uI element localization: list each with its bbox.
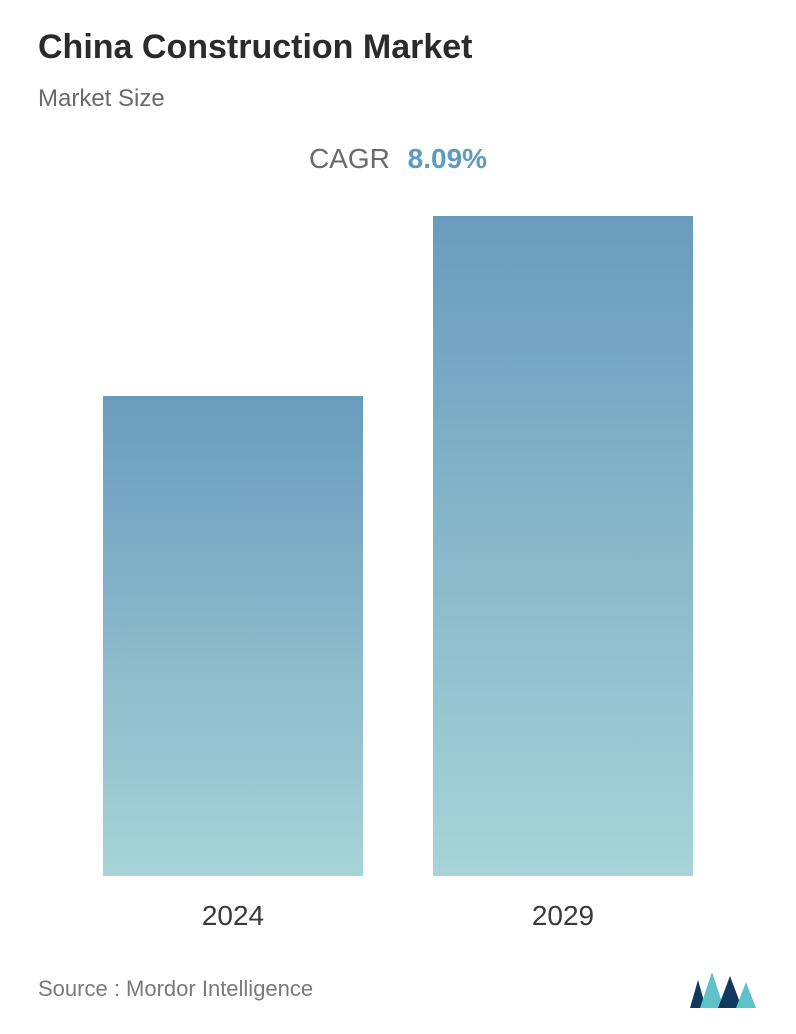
bar-1 [433,216,693,876]
mordor-logo-icon [688,968,758,1010]
logo-shape-4 [736,982,756,1008]
bar-label-1: 2029 [532,900,594,936]
cagr-value: 8.09% [408,143,487,174]
bar-group-0: 2024 [103,396,363,936]
chart-area: 2024 2029 [38,205,758,936]
cagr-row: CAGR 8.09% [38,143,758,175]
chart-subtitle: Market Size [38,85,758,113]
source-text: Source : Mordor Intelligence [38,976,313,1002]
bar-0 [103,396,363,876]
chart-title: China Construction Market [38,28,758,67]
footer-row: Source : Mordor Intelligence [38,964,758,1014]
chart-container: China Construction Market Market Size CA… [0,0,796,1034]
bar-label-0: 2024 [202,900,264,936]
bar-group-1: 2029 [433,216,693,936]
cagr-label: CAGR [309,143,390,174]
